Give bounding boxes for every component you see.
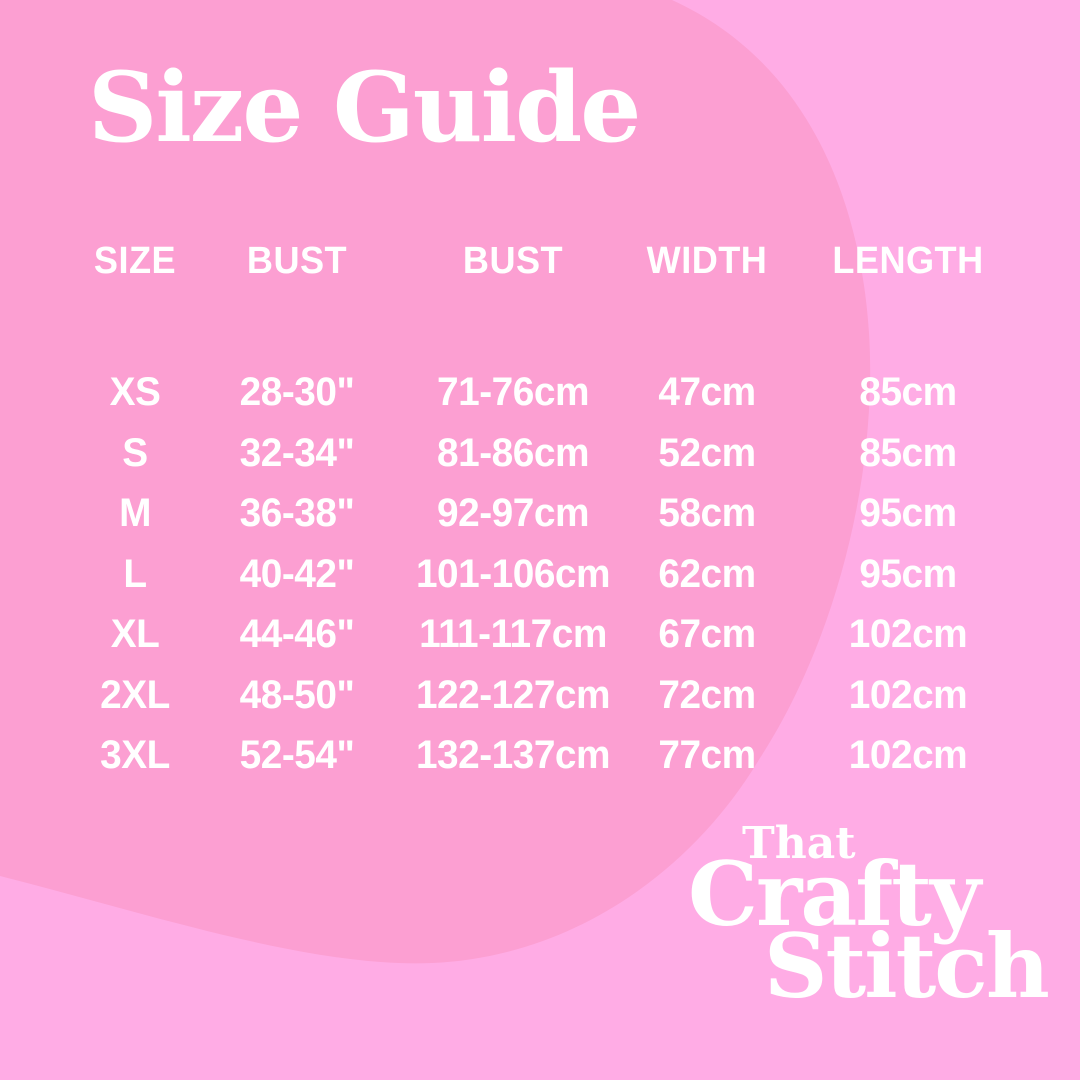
bust-cm-cell: 132-137cm bbox=[415, 733, 611, 777]
bust-cm-cell: 111-117cm bbox=[419, 612, 607, 656]
column-header-width: WIDTH bbox=[646, 240, 768, 282]
width-cell: 47cm bbox=[658, 370, 756, 414]
size-cell: 2XL bbox=[100, 672, 170, 717]
size-table-header: SIZE BUST BUST WIDTH LENGTH bbox=[60, 240, 1044, 282]
bust-in-cell: 48-50" bbox=[239, 672, 355, 717]
column-header-bust-in: BUST bbox=[246, 240, 348, 282]
column-header-size: SIZE bbox=[93, 240, 177, 282]
size-cell: XL bbox=[110, 612, 160, 656]
width-cell: 67cm bbox=[658, 612, 756, 656]
size-cell: M bbox=[119, 491, 151, 535]
page-title: Size Guide bbox=[88, 51, 641, 164]
width-cell: 52cm bbox=[658, 430, 756, 475]
table-row-3xl: 3XL 52-54" 132-137cm 77cm 102cm bbox=[60, 725, 1044, 786]
size-cell: S bbox=[122, 430, 148, 475]
brand-logo-line-crafty: Crafty bbox=[688, 842, 981, 946]
length-cell: 102cm bbox=[848, 672, 968, 717]
column-header-bust-cm: BUST bbox=[462, 240, 564, 282]
length-cell: 95cm bbox=[859, 491, 957, 535]
length-cell: 85cm bbox=[859, 430, 957, 475]
length-cell: 85cm bbox=[859, 370, 957, 414]
length-cell: 102cm bbox=[848, 733, 968, 777]
size-cell: L bbox=[123, 551, 147, 596]
bust-cm-cell: 122-127cm bbox=[415, 672, 611, 717]
bust-cm-cell: 71-76cm bbox=[437, 370, 589, 414]
bust-cm-cell: 81-86cm bbox=[437, 430, 589, 475]
length-cell: 102cm bbox=[848, 612, 968, 656]
table-row-l: L 40-42" 101-106cm 62cm 95cm bbox=[60, 544, 1044, 605]
bust-in-cell: 28-30" bbox=[239, 370, 355, 414]
bust-in-cell: 40-42" bbox=[239, 551, 355, 596]
size-cell: XS bbox=[109, 370, 161, 414]
table-row-xs: XS 28-30" 71-76cm 47cm 85cm bbox=[60, 362, 1044, 423]
bust-cm-cell: 101-106cm bbox=[415, 551, 611, 596]
length-cell: 95cm bbox=[859, 551, 957, 596]
brand-logo: That Crafty Stitch bbox=[680, 818, 1060, 1048]
bust-in-cell: 44-46" bbox=[239, 612, 355, 656]
size-table-body: XS 28-30" 71-76cm 47cm 85cm S 32-34" 81-… bbox=[60, 362, 1044, 786]
bust-cm-cell: 92-97cm bbox=[437, 491, 589, 535]
width-cell: 62cm bbox=[658, 551, 756, 596]
brand-logo-line-stitch: Stitch bbox=[764, 914, 1050, 1018]
bust-in-cell: 52-54" bbox=[239, 733, 355, 777]
table-row-xl: XL 44-46" 111-117cm 67cm 102cm bbox=[60, 604, 1044, 665]
table-row-s: S 32-34" 81-86cm 52cm 85cm bbox=[60, 423, 1044, 484]
bust-in-cell: 32-34" bbox=[239, 430, 355, 475]
brand-logo-line-that: That bbox=[742, 818, 856, 869]
bust-in-cell: 36-38" bbox=[239, 491, 355, 535]
size-cell: 3XL bbox=[100, 733, 170, 777]
table-row-m: M 36-38" 92-97cm 58cm 95cm bbox=[60, 483, 1044, 544]
width-cell: 77cm bbox=[658, 733, 756, 777]
table-row-2xl: 2XL 48-50" 122-127cm 72cm 102cm bbox=[60, 665, 1044, 726]
width-cell: 58cm bbox=[658, 491, 756, 535]
column-header-length: LENGTH bbox=[832, 240, 984, 282]
width-cell: 72cm bbox=[658, 672, 756, 717]
